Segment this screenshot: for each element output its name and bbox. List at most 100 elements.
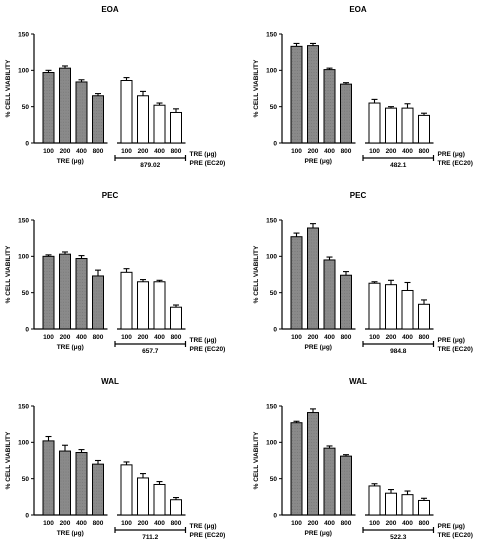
- x-tick-label: 800: [419, 334, 430, 341]
- x-tick-label: 100: [121, 334, 132, 341]
- bracket-value: 984.8: [390, 348, 407, 355]
- x-tick-label: 400: [76, 334, 87, 341]
- light-bar: [120, 80, 133, 144]
- dark-bar: [59, 67, 71, 144]
- chart-title: PEC: [102, 191, 119, 200]
- x-tick-label: 800: [171, 148, 182, 155]
- light-bar: [418, 114, 430, 144]
- x-tick-label: 200: [60, 520, 71, 527]
- y-tick-label: 150: [18, 403, 29, 410]
- light-bar: [153, 104, 166, 144]
- x-tick-label: 400: [324, 334, 335, 341]
- x-tick-label: 100: [121, 148, 132, 155]
- dark-bar: [290, 45, 303, 144]
- chart-title: EOA: [349, 5, 367, 14]
- dark-bar: [290, 236, 303, 330]
- bracket-label-bottom: TRE (EC20): [438, 160, 473, 167]
- bracket-label-top: PRE (μg): [438, 151, 465, 158]
- dark-bar: [323, 69, 336, 144]
- y-tick-label: 50: [270, 290, 278, 297]
- dark-group-label: PRE (μg): [305, 158, 332, 165]
- dark-bar: [59, 450, 71, 516]
- chart-title: EOA: [101, 5, 119, 14]
- x-tick-label: 400: [154, 520, 165, 527]
- x-tick-label: 800: [93, 148, 104, 155]
- bracket-value: 657.7: [142, 348, 159, 355]
- y-tick-label: 50: [22, 476, 30, 483]
- x-tick-label: 200: [138, 148, 149, 155]
- x-tick-label: 400: [154, 334, 165, 341]
- x-tick-label: 200: [60, 334, 71, 341]
- dark-group-label: PRE (μg): [305, 530, 332, 537]
- x-tick-label: 100: [369, 520, 380, 527]
- x-tick-label: 800: [419, 520, 430, 527]
- bracket-label-bottom: TRE (EC20): [438, 346, 473, 353]
- chart-panel-6: WAL % CELL VIABILITY 0 50 100 150 100 200 400 800…: [253, 377, 473, 541]
- light-bar: [120, 464, 133, 516]
- x-tick-label: 200: [60, 148, 71, 155]
- y-axis-label: % CELL VIABILITY: [253, 431, 260, 489]
- light-bar: [120, 271, 133, 330]
- dark-bar: [307, 45, 319, 144]
- x-tick-label: 200: [308, 148, 319, 155]
- light-bar: [401, 289, 414, 330]
- bracket-label-top: TRE (μg): [190, 523, 217, 530]
- light-bar: [170, 499, 182, 516]
- dark-bar: [75, 452, 88, 516]
- bracket-value: 522.3: [390, 534, 407, 541]
- bracket-label-bottom: PRE (EC20): [190, 160, 226, 167]
- bracket-label-top: TRE (μg): [190, 337, 217, 344]
- x-tick-label: 100: [121, 520, 132, 527]
- y-tick-label: 0: [25, 140, 29, 147]
- dark-group-label: TRE (μg): [57, 158, 84, 165]
- y-tick-label: 100: [18, 68, 29, 75]
- x-tick-label: 800: [93, 520, 104, 527]
- dark-bar: [92, 463, 104, 516]
- dark-group-label: PRE (μg): [305, 344, 332, 351]
- y-tick-label: 150: [18, 217, 29, 224]
- light-bar: [137, 477, 149, 516]
- dark-group-label: TRE (μg): [57, 530, 84, 537]
- dark-bar: [323, 259, 336, 330]
- x-tick-label: 100: [291, 148, 302, 155]
- dark-bar: [42, 255, 55, 330]
- x-tick-label: 200: [386, 334, 397, 341]
- light-bar: [401, 107, 414, 144]
- chart-panel-3: PEC % CELL VIABILITY 0 50 100 150 100 200 400 800…: [5, 191, 225, 355]
- y-tick-label: 50: [22, 290, 30, 297]
- y-tick-label: 100: [18, 254, 29, 261]
- bracket-label-top: PRE (μg): [438, 523, 465, 530]
- dark-bar: [290, 422, 303, 516]
- x-tick-label: 400: [324, 148, 335, 155]
- light-bar: [401, 494, 414, 516]
- light-bar: [368, 485, 381, 516]
- bracket-value: 711.2: [142, 534, 158, 541]
- bracket-label-bottom: PRE (EC20): [190, 532, 226, 539]
- x-tick-label: 200: [386, 520, 397, 527]
- x-tick-label: 400: [324, 520, 335, 527]
- y-tick-label: 0: [273, 326, 277, 333]
- x-tick-label: 800: [341, 148, 352, 155]
- x-tick-label: 400: [154, 148, 165, 155]
- x-tick-label: 100: [369, 334, 380, 341]
- y-tick-label: 150: [18, 31, 29, 38]
- x-tick-label: 200: [138, 334, 149, 341]
- dark-group-label: TRE (μg): [57, 344, 84, 351]
- x-tick-label: 200: [138, 520, 149, 527]
- light-bar: [368, 282, 381, 330]
- y-axis-label: % CELL VIABILITY: [5, 431, 12, 489]
- light-bar: [368, 102, 381, 144]
- light-bar: [385, 284, 397, 330]
- bracket-label-top: TRE (μg): [190, 151, 217, 158]
- light-bar: [153, 281, 166, 330]
- dark-bar: [59, 253, 71, 330]
- chart-title: WAL: [101, 377, 119, 386]
- y-tick-label: 150: [266, 403, 277, 410]
- y-tick-label: 0: [25, 512, 29, 519]
- x-tick-label: 400: [76, 520, 87, 527]
- light-bar: [385, 107, 397, 144]
- light-bar: [418, 303, 430, 330]
- x-tick-label: 400: [402, 520, 413, 527]
